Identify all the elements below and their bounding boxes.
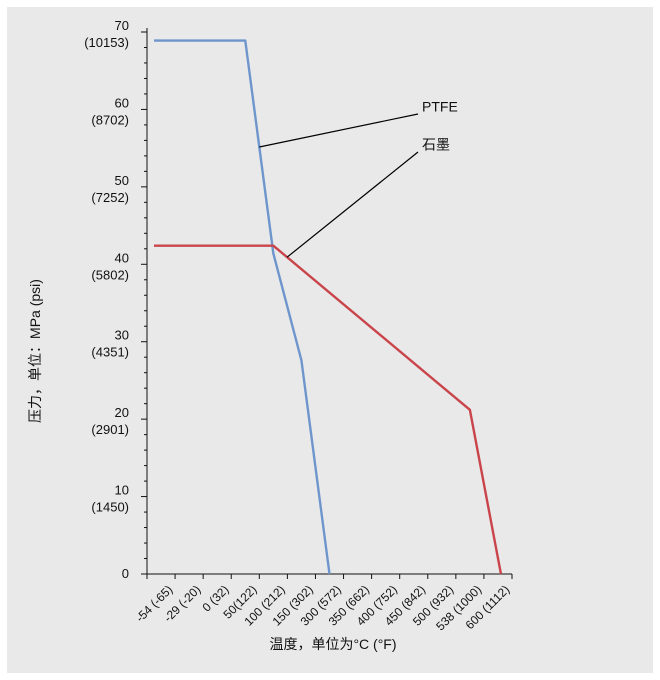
pressure-temperature-chart: 0 10 (1450) 20 (2901) 30 (4351) 40 (5802) 50 (7252… xyxy=(27,18,513,652)
y-tick-label-psi: (1450) xyxy=(91,500,129,515)
y-tick-label: 30 xyxy=(115,328,129,343)
y-tick-label-psi: (7252) xyxy=(91,190,129,205)
series-lines xyxy=(154,39,503,575)
y-tick-label-psi: (2901) xyxy=(91,422,129,437)
x-axis-title: 温度，单位为°C (°F) xyxy=(269,636,396,652)
y-tick-label-psi: (8702) xyxy=(91,112,129,127)
y-tick-label: 60 xyxy=(115,95,129,110)
callout-line xyxy=(286,151,419,258)
y-axis-title: 压力，单位：MPa (psi) xyxy=(27,279,43,423)
y-tick-label: 20 xyxy=(115,405,129,420)
y-axis-ticks: 0 10 (1450) 20 (2901) 30 (4351) 40 (5802) 50 (7252… xyxy=(84,18,147,581)
callout-label: 石墨 xyxy=(422,137,450,153)
y-tick-label: 40 xyxy=(115,250,129,265)
y-tick-label: 10 xyxy=(115,483,129,498)
callout-line xyxy=(259,113,419,148)
series-line-graphite xyxy=(154,244,503,575)
y-tick-label: 0 xyxy=(122,566,129,581)
y-tick-label: 50 xyxy=(115,173,129,188)
chart-panel: 0 10 (1450) 20 (2901) 30 (4351) 40 (5802) 50 (7252… xyxy=(7,7,653,673)
y-tick-label-psi: (4351) xyxy=(91,345,129,360)
x-axis-ticks: -54 (-65)-29 (-20)0 (32)50(122)100 (212)… xyxy=(133,574,513,633)
y-tick-label: 70 xyxy=(115,18,129,33)
y-tick-label-psi: (10153) xyxy=(84,35,129,50)
y-tick-label-psi: (5802) xyxy=(91,267,129,282)
series-line-ptfe xyxy=(154,39,331,575)
callout-label: PTFE xyxy=(422,99,458,115)
series-callouts: PTFE 石墨 xyxy=(259,99,458,258)
